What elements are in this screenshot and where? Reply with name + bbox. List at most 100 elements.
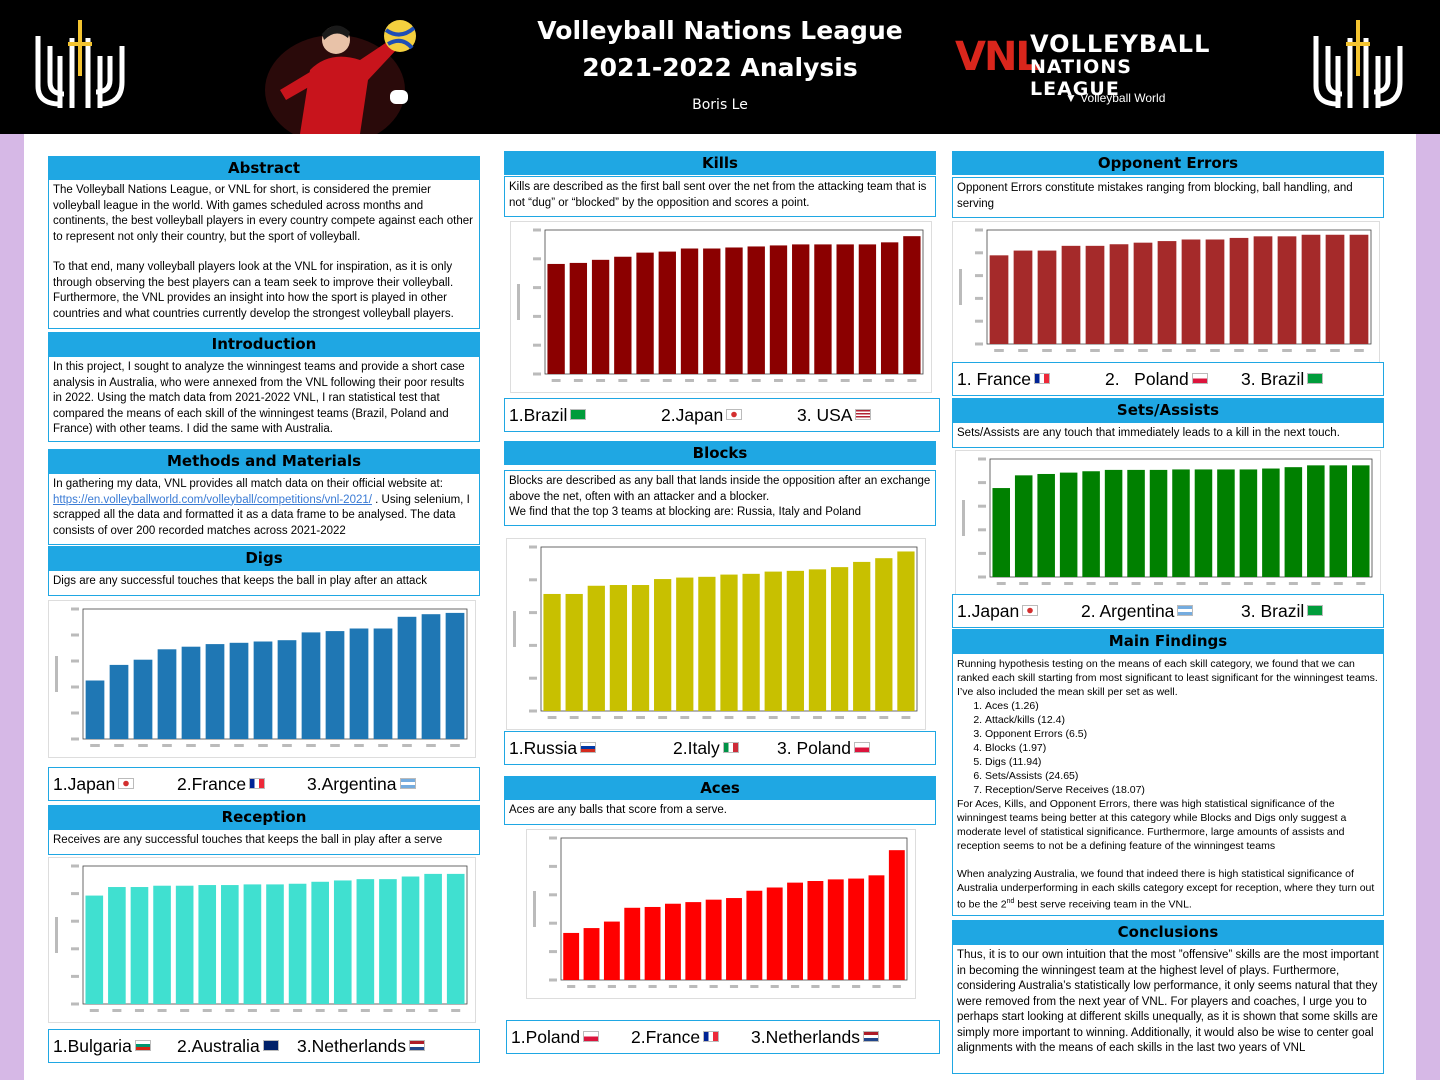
reception-rank-2-label: 2.Australia	[177, 1036, 260, 1056]
kills-bar	[591, 259, 610, 374]
y-tick-label-placeholder	[71, 892, 79, 896]
blocks-bar	[786, 570, 804, 711]
x-tick-label-placeholder	[1243, 582, 1253, 585]
x-tick-label-placeholder	[1176, 582, 1186, 585]
blocks-bar	[808, 569, 827, 711]
digs-bar	[253, 641, 273, 739]
x-tick-label-placeholder	[138, 744, 148, 747]
blocks-bar	[587, 585, 605, 711]
x-tick-label-placeholder	[402, 744, 412, 747]
sets-bar	[1217, 469, 1235, 577]
x-tick-label-placeholder	[1154, 582, 1164, 585]
aces-bar	[888, 850, 905, 980]
x-tick-label-placeholder	[811, 985, 820, 988]
y-tick-label-placeholder	[71, 711, 79, 715]
x-tick-label-placeholder	[315, 1009, 325, 1012]
argentina-flag-icon	[1177, 605, 1194, 616]
france-flag-icon	[703, 1031, 720, 1042]
x-tick-label-placeholder	[567, 985, 576, 988]
kills-rank-2-label: 2.Japan	[661, 405, 724, 425]
sets-assists-rank-1-label: 1.Japan	[957, 601, 1020, 621]
kills-bar	[814, 244, 832, 374]
x-tick-label-placeholder	[768, 716, 778, 719]
x-tick-label-placeholder	[879, 716, 889, 719]
japan-flag-icon	[118, 778, 135, 789]
y-tick-label-placeholder	[549, 893, 557, 897]
poland-flag-icon	[853, 742, 870, 753]
x-tick-label-placeholder	[1288, 582, 1298, 585]
blocks-bar	[609, 585, 628, 711]
opponent-errors-chart	[952, 221, 1380, 363]
vnl-data-link[interactable]: https://en.volleyballworld.com/volleybal…	[53, 493, 372, 506]
sets-bar	[1059, 472, 1078, 577]
france-flag-icon	[1033, 373, 1050, 384]
kills-rank-3: 3. USA	[797, 399, 872, 431]
blocks-chart-svg	[513, 545, 918, 719]
opp_errors-bar	[1037, 250, 1057, 344]
poster-title: Volleyball Nations League 2021-2022 Anal…	[520, 12, 920, 86]
kills-bar	[792, 244, 810, 374]
x-tick-label-placeholder	[1162, 349, 1172, 352]
blocks-bar	[764, 571, 782, 711]
y-tick-label-placeholder	[975, 251, 983, 255]
x-tick-label-placeholder	[729, 985, 739, 988]
y-tick-label-placeholder	[978, 551, 986, 555]
x-tick-label-placeholder	[1354, 349, 1364, 352]
kills-chart-svg	[517, 228, 924, 382]
x-tick-label-placeholder	[360, 1009, 370, 1012]
x-tick-label-placeholder	[746, 716, 756, 719]
reception-text: Receives are any successful touches that…	[48, 829, 480, 855]
x-tick-label-placeholder	[707, 379, 717, 382]
opp_errors-bar	[1229, 237, 1249, 344]
blocks-bar	[742, 573, 760, 711]
kills-bar	[569, 262, 588, 374]
blocks-rank-2-label: 2.Italy	[673, 738, 720, 758]
x-tick-label-placeholder	[892, 985, 901, 988]
aces-bar	[603, 921, 620, 980]
kills-bar	[880, 242, 899, 374]
digs-heading: Digs	[48, 546, 480, 570]
aces-bar	[624, 907, 641, 980]
reception-chart	[48, 857, 476, 1023]
blocks-heading: Blocks	[504, 441, 936, 465]
opponent-errors-rankings: 1. France 2. Poland 3. Brazil	[952, 362, 1384, 396]
x-tick-label-placeholder	[1018, 349, 1028, 352]
digs-bar	[133, 659, 153, 739]
aces-rank-3-label: 3.Netherlands	[751, 1027, 860, 1047]
italy-flag-icon	[722, 742, 739, 753]
blocks-rank-1: 1.Russia	[509, 732, 597, 764]
x-tick-label-placeholder	[796, 379, 806, 382]
reception-bar	[446, 873, 465, 1004]
abstract-heading: Abstract	[48, 156, 480, 180]
x-tick-label-placeholder	[157, 1009, 167, 1012]
findings-item: Opponent Errors (6.5)	[985, 727, 1379, 741]
y-tick-label-placeholder	[71, 607, 79, 611]
x-tick-label-placeholder	[790, 985, 800, 988]
aces-bar	[583, 928, 600, 980]
digs-bar	[157, 649, 177, 739]
opp_errors-bar	[1085, 245, 1105, 344]
reception-bar	[424, 873, 442, 1004]
title-line-1: Volleyball Nations League	[537, 16, 903, 45]
findings-item: Sets/Assists (24.65)	[985, 769, 1379, 783]
blocks-rank-3: 3. Poland	[777, 732, 870, 764]
y-axis-label-placeholder	[513, 611, 516, 647]
blocks-bar	[897, 551, 915, 711]
vnl-logo-line-2: NATIONS LEAGUE	[1030, 56, 1132, 100]
opp_errors-bar	[1133, 242, 1153, 344]
x-tick-label-placeholder	[89, 1009, 99, 1012]
x-tick-label-placeholder	[1042, 349, 1052, 352]
digs-rankings: 1.Japan 2.France 3.Argentina	[48, 767, 480, 801]
x-tick-label-placeholder	[450, 744, 460, 747]
reception-bar	[175, 885, 194, 1004]
kills-heading: Kills	[504, 151, 936, 175]
chart-frame	[986, 229, 1372, 345]
x-tick-label-placeholder	[1131, 582, 1141, 585]
y-tick-label-placeholder	[533, 286, 541, 290]
x-tick-label-placeholder	[831, 985, 840, 988]
opponent-errors-rank-1: 1. France	[957, 363, 1050, 395]
x-tick-label-placeholder	[90, 744, 100, 747]
aces-bar	[766, 887, 783, 980]
aces-heading: Aces	[504, 776, 936, 800]
x-tick-label-placeholder	[1258, 349, 1268, 352]
